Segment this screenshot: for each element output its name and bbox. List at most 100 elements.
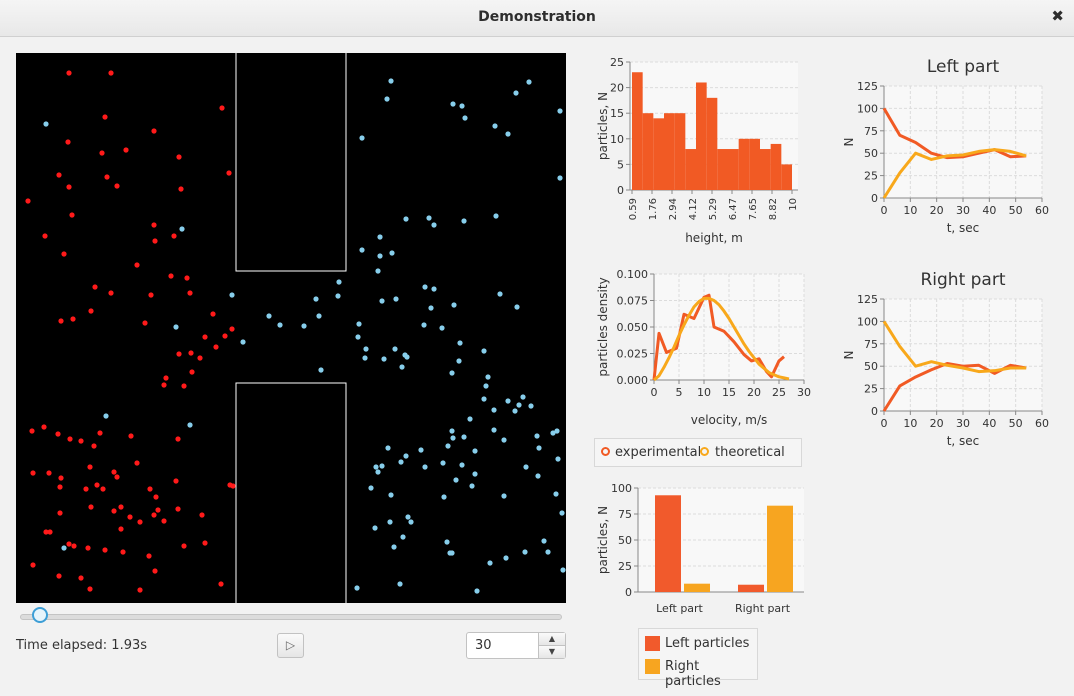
right-particle xyxy=(550,430,556,436)
right-particle xyxy=(554,428,560,434)
right-particle xyxy=(393,296,399,302)
left-particle xyxy=(152,238,158,244)
chart-title: Left part xyxy=(927,57,1000,77)
right-particle xyxy=(400,534,406,540)
play-button[interactable]: ▷ xyxy=(277,633,304,658)
left-particle xyxy=(153,494,159,500)
right-particle xyxy=(456,358,462,364)
y-tick-label: 0.025 xyxy=(617,348,649,361)
right-part-chart: Right part 0 25 50 75 100 125 0 10 20 30 40 50 60 t, s… xyxy=(842,270,1049,448)
close-icon[interactable]: ✖ xyxy=(1051,7,1064,25)
left-particle xyxy=(142,320,148,326)
y-tick-label: 0.075 xyxy=(617,295,649,308)
right-particle xyxy=(368,485,374,491)
right-particle xyxy=(318,367,324,373)
right-particle xyxy=(359,135,365,141)
left-particle xyxy=(88,308,94,314)
right-particle xyxy=(497,291,503,297)
left-particle xyxy=(226,170,232,176)
count-bar xyxy=(738,584,764,592)
velocity-legend: experimental theoretical xyxy=(594,438,802,467)
right-particle xyxy=(388,492,394,498)
x-tick-label: 0 xyxy=(881,417,888,430)
height-bar xyxy=(653,118,664,190)
right-particle xyxy=(356,321,362,327)
right-particle xyxy=(493,213,499,219)
left-particle xyxy=(99,150,105,156)
right-particle xyxy=(514,304,520,310)
left-particle xyxy=(58,318,64,324)
left-particle xyxy=(202,540,208,546)
left-particle xyxy=(163,375,169,381)
right-particle xyxy=(384,96,390,102)
left-particle xyxy=(134,460,140,466)
time-slider-knob[interactable] xyxy=(32,607,48,623)
y-axis-label: N xyxy=(842,351,856,360)
title-bar: Demonstration ✖ xyxy=(0,0,1074,37)
right-particle xyxy=(385,445,391,451)
right-particle xyxy=(512,408,518,414)
particle-count-input[interactable] xyxy=(473,637,537,654)
right-particle xyxy=(439,325,445,331)
left-particle xyxy=(114,183,120,189)
right-particle xyxy=(459,462,465,468)
right-particle xyxy=(559,510,565,516)
height-bar xyxy=(696,82,707,190)
spinner-up-icon[interactable]: ▲ xyxy=(539,633,565,646)
left-particle xyxy=(151,128,157,134)
left-particle xyxy=(97,430,103,436)
right-particle xyxy=(405,514,411,520)
right-particle xyxy=(422,464,428,470)
left-particle xyxy=(175,506,181,512)
right-particle xyxy=(408,519,414,525)
x-tick-label: 10 xyxy=(697,386,711,399)
right-particle xyxy=(536,445,542,451)
right-particle xyxy=(403,453,409,459)
x-tick-label: 0 xyxy=(651,386,658,399)
right-particle xyxy=(457,340,463,346)
left-particle xyxy=(57,484,63,490)
x-tick-label: 1.76 xyxy=(648,198,659,220)
left-particle xyxy=(173,478,179,484)
right-particle xyxy=(431,286,437,292)
left-particle xyxy=(151,512,157,518)
left-particle xyxy=(42,233,48,239)
y-axis-label: particles, N xyxy=(596,92,610,160)
left-particle xyxy=(70,316,76,322)
left-particle xyxy=(88,504,94,510)
x-tick-label: 5.29 xyxy=(708,198,719,220)
spinner-down-icon[interactable]: ▼ xyxy=(539,646,565,658)
y-tick-label: 0 xyxy=(625,586,632,599)
time-slider-track[interactable] xyxy=(20,614,562,620)
right-particle xyxy=(355,334,361,340)
right-particle xyxy=(379,298,385,304)
x-tick-label: 10 xyxy=(903,417,917,430)
left-particle xyxy=(114,474,120,480)
x-tick-label: 8.82 xyxy=(768,198,779,220)
left-particle xyxy=(43,529,49,535)
x-tick-label: 20 xyxy=(930,417,944,430)
left-particle xyxy=(171,233,177,239)
y-tick-label: 5 xyxy=(617,158,624,171)
legend-theoretical-label: theoretical xyxy=(715,445,785,460)
y-tick-label: 0 xyxy=(871,192,878,205)
x-tick-label: 4.12 xyxy=(688,198,699,220)
left-particle xyxy=(218,581,224,587)
left-particle xyxy=(66,541,72,547)
left-particle xyxy=(147,486,153,492)
left-particle xyxy=(57,510,63,516)
right-particle xyxy=(491,427,497,433)
legend-theoretical-icon xyxy=(700,447,709,456)
left-particle xyxy=(87,586,93,592)
count-bar xyxy=(684,583,710,592)
x-tick-label: 2.94 xyxy=(668,198,679,220)
left-particle xyxy=(91,443,97,449)
particle-count-spinner[interactable]: ▲ ▼ xyxy=(466,632,566,659)
right-particle xyxy=(522,549,528,555)
left-particle xyxy=(108,70,114,76)
y-tick-label: 0.000 xyxy=(617,374,649,387)
left-particle xyxy=(111,508,117,514)
x-tick-label: Left part xyxy=(656,602,703,615)
right-particle xyxy=(377,253,383,259)
right-particle xyxy=(431,222,437,228)
